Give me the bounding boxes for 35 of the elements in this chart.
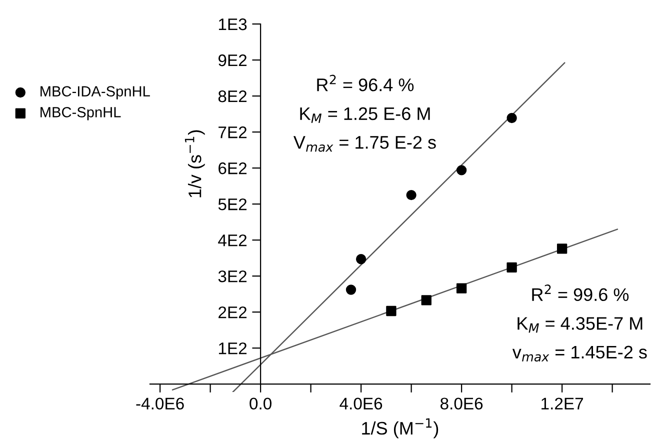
annotation: v$_{max}$ = 1.45E-2 s: [512, 346, 647, 362]
y-tick-label: 1E3: [218, 18, 247, 30]
y-tick-label: 3E2: [218, 270, 247, 282]
x-tick-label: 1.2E7: [542, 398, 583, 410]
y-tick-label: 8E2: [218, 90, 247, 102]
y-tick-label: 4E2: [218, 234, 247, 246]
annotation: R$^{2}$ = 96.4 %: [317, 74, 414, 92]
x-axis-title: 1/S (M$^{−1}$): [362, 418, 438, 438]
point: [346, 284, 356, 295]
y-axis-title: 1/v (s$^{−1}$): [184, 130, 205, 198]
point: [556, 244, 568, 254]
y-tick-label: 7E2: [218, 126, 247, 138]
point: [356, 254, 366, 264]
x-tick-label: -4.0E6: [136, 398, 184, 410]
annotation: R$^{2}$ = 99.6 %: [532, 284, 629, 302]
legend-label: MBC-IDA-SpnHL: [40, 86, 150, 100]
x-tick-label: 0.0: [250, 398, 272, 410]
annotation: V$_{max}$ = 1.75 E-2 s: [293, 136, 436, 152]
legend-label: MBC-SpnHL: [40, 107, 121, 120]
y-tick-label: 1E2: [218, 342, 247, 354]
x-tick-label: 4.0E6: [340, 398, 382, 410]
point: [406, 190, 416, 200]
x-tick-label: 8.0E6: [440, 398, 483, 410]
y-tick-label: 2E2: [218, 306, 247, 318]
y-tick-label: 5E2: [218, 198, 247, 210]
point: [456, 283, 467, 294]
point: [506, 262, 517, 272]
annotation: K$_{M}$ = 1.25 E-6 M: [300, 107, 430, 123]
point: [421, 295, 432, 306]
annotation: K$_{M}$ = 4.35E-7 M: [518, 317, 642, 333]
point: [386, 306, 396, 316]
y-tick-label: 9E2: [218, 54, 247, 66]
point: [506, 112, 517, 124]
point: [456, 165, 467, 176]
y-tick-label: 6E2: [218, 162, 247, 174]
